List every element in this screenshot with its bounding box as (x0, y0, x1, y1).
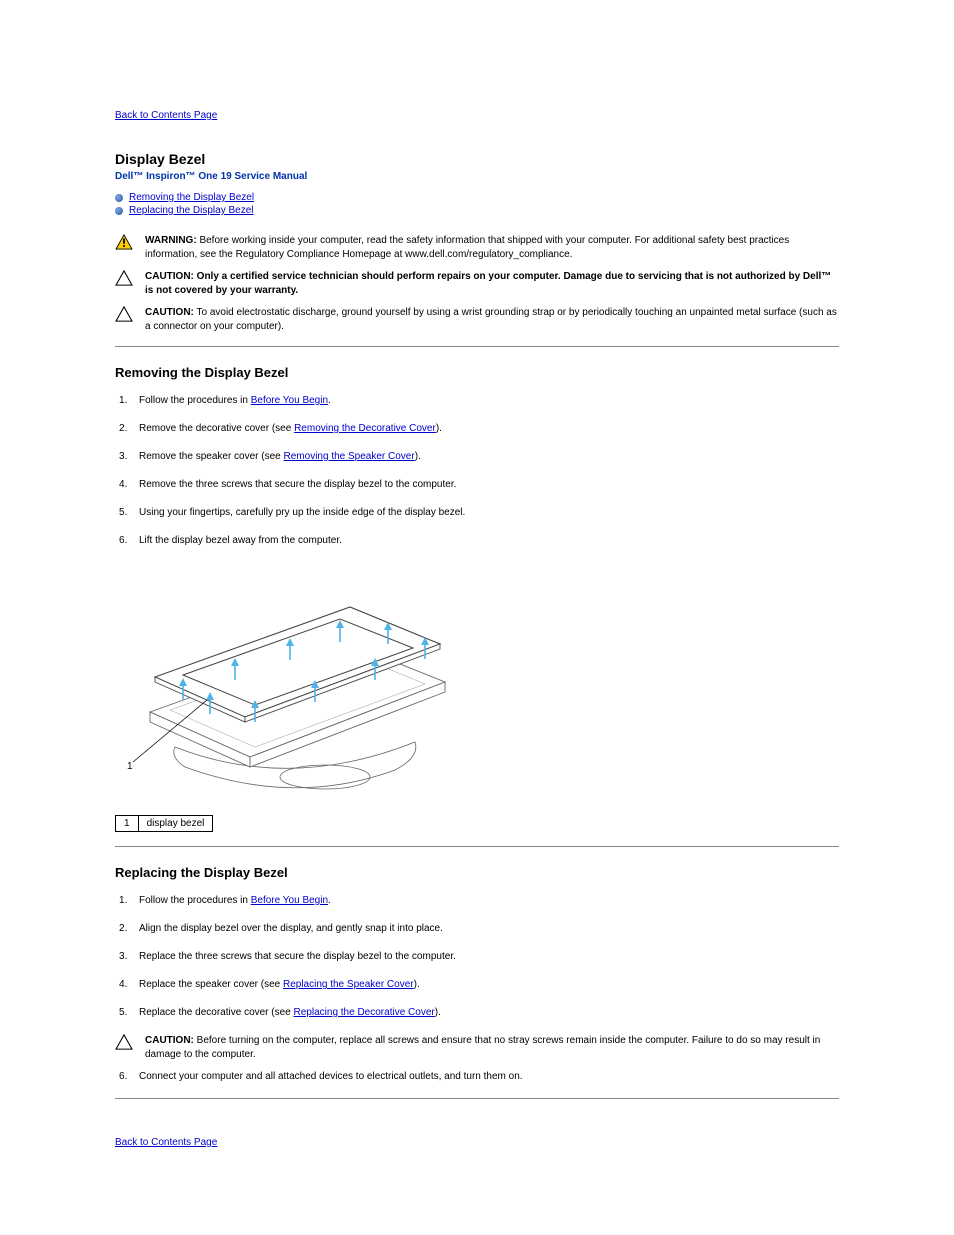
replace-step-2: Align the display bezel over the display… (115, 922, 839, 936)
caution-2-prefix: CAUTION: (145, 307, 194, 318)
remove-step-6: Lift the display bezel away from the com… (115, 534, 839, 548)
caution-notice-3: CAUTION: Before turning on the computer,… (115, 1034, 839, 1062)
remove-step-3: Remove the speaker cover (see Removing t… (115, 450, 839, 464)
callout-label: display bezel (138, 816, 213, 832)
toc-link-replace[interactable]: Replacing the Display Bezel (129, 205, 254, 216)
replace-step-6: Connect your computer and all attached d… (115, 1070, 839, 1084)
warning-text: WARNING: Before working inside your comp… (145, 234, 839, 262)
caution-1-prefix: CAUTION: (145, 271, 194, 282)
table-of-contents: Removing the Display Bezel Replacing the… (115, 192, 839, 216)
toc-link-remove[interactable]: Removing the Display Bezel (129, 192, 254, 203)
replace-step-1: Follow the procedures in Before You Begi… (115, 894, 839, 908)
warning-icon (115, 234, 133, 250)
callout-table: 1 display bezel (115, 815, 213, 832)
warning-prefix: WARNING: (145, 235, 197, 246)
link-replacing-speaker-cover[interactable]: Replacing the Speaker Cover (283, 979, 414, 990)
page-title: Display Bezel (115, 151, 839, 167)
bezel-illustration: 1 (115, 562, 455, 802)
divider (115, 346, 839, 347)
caution-icon (115, 306, 133, 322)
remove-steps: Follow the procedures in Before You Begi… (115, 394, 839, 548)
warning-notice: WARNING: Before working inside your comp… (115, 234, 839, 262)
caution-icon (115, 1034, 133, 1050)
caution-2-text: CAUTION: To avoid electrostatic discharg… (145, 306, 839, 334)
caution-1-text: CAUTION: Only a certified service techni… (145, 270, 839, 298)
link-replacing-decorative-cover[interactable]: Replacing the Decorative Cover (294, 1007, 435, 1018)
caution-notice-2: CAUTION: To avoid electrostatic discharg… (115, 306, 839, 334)
warning-body: Before working inside your computer, rea… (145, 235, 789, 260)
page-subtitle: Dell™ Inspiron™ One 19 Service Manual (115, 171, 839, 182)
divider (115, 1098, 839, 1099)
caution-icon (115, 270, 133, 286)
caution-3-prefix: CAUTION: (145, 1035, 194, 1046)
replace-step-5: Replace the decorative cover (see Replac… (115, 1006, 839, 1020)
remove-step-1: Follow the procedures in Before You Begi… (115, 394, 839, 408)
caution-3-body: Before turning on the computer, replace … (145, 1035, 820, 1060)
caution-1-body: Only a certified service technician shou… (145, 271, 831, 296)
callout-number: 1 (127, 761, 133, 772)
section-heading-replace: Replacing the Display Bezel (115, 865, 839, 880)
remove-step-5: Using your fingertips, carefully pry up … (115, 506, 839, 520)
divider (115, 846, 839, 847)
replace-step-3: Replace the three screws that secure the… (115, 950, 839, 964)
back-to-contents-bottom[interactable]: Back to Contents Page (115, 1137, 217, 1148)
back-to-contents-top[interactable]: Back to Contents Page (115, 110, 217, 121)
section-heading-remove: Removing the Display Bezel (115, 365, 839, 380)
bezel-figure: 1 (115, 562, 839, 805)
link-before-you-begin[interactable]: Before You Begin (251, 395, 328, 406)
replace-step-4: Replace the speaker cover (see Replacing… (115, 978, 839, 992)
link-removing-decorative-cover[interactable]: Removing the Decorative Cover (294, 423, 436, 434)
remove-step-4: Remove the three screws that secure the … (115, 478, 839, 492)
callout-num: 1 (116, 816, 139, 832)
replace-steps-cont: Connect your computer and all attached d… (115, 1070, 839, 1084)
caution-notice-1: CAUTION: Only a certified service techni… (115, 270, 839, 298)
link-before-you-begin-2[interactable]: Before You Begin (251, 895, 328, 906)
link-removing-speaker-cover[interactable]: Removing the Speaker Cover (284, 451, 415, 462)
caution-2-body: To avoid electrostatic discharge, ground… (145, 307, 837, 332)
caution-3-text: CAUTION: Before turning on the computer,… (145, 1034, 839, 1062)
replace-steps: Follow the procedures in Before You Begi… (115, 894, 839, 1020)
remove-step-2: Remove the decorative cover (see Removin… (115, 422, 839, 436)
